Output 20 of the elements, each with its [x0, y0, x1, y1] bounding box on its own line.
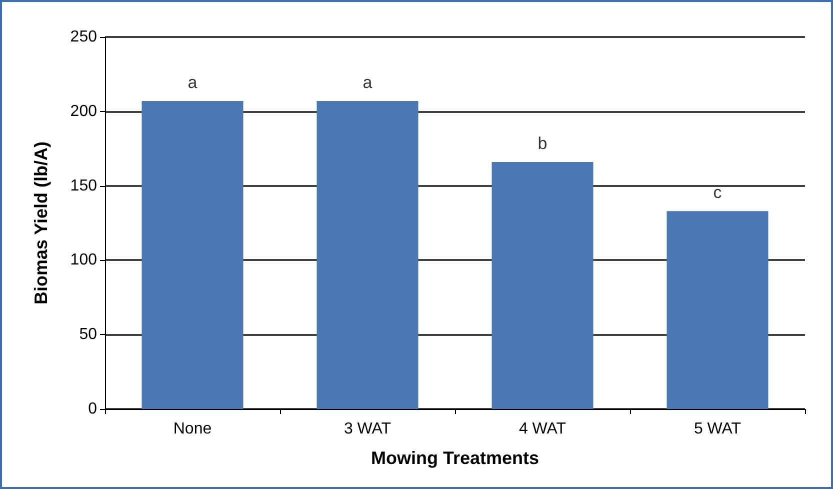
annotation: a — [362, 72, 373, 92]
y-tick-label: 150 — [70, 177, 98, 194]
x-tick-label: 3 WAT — [344, 420, 392, 438]
x-axis-title: Mowing Treatments — [370, 448, 540, 468]
bar — [142, 100, 244, 409]
annotation: a — [188, 72, 198, 92]
annotation: c — [713, 183, 722, 202]
bar — [492, 162, 594, 409]
y-tick-label: 250 — [70, 28, 98, 46]
y-tick-label: 50 — [79, 326, 98, 344]
y-axis-title: Biomas Yield (lb/A) — [31, 141, 51, 305]
y-tick-label: 0 — [88, 400, 98, 418]
x-tick-label: 4 WAT — [518, 420, 566, 438]
x-tick-label: None — [173, 420, 212, 438]
y-tick-label: 100 — [70, 252, 98, 269]
bar — [316, 100, 418, 409]
y-tick-label: 200 — [70, 102, 98, 120]
x-tick-label: 5 WAT — [694, 420, 742, 438]
bar — [666, 211, 768, 409]
annotation: b — [538, 134, 548, 153]
